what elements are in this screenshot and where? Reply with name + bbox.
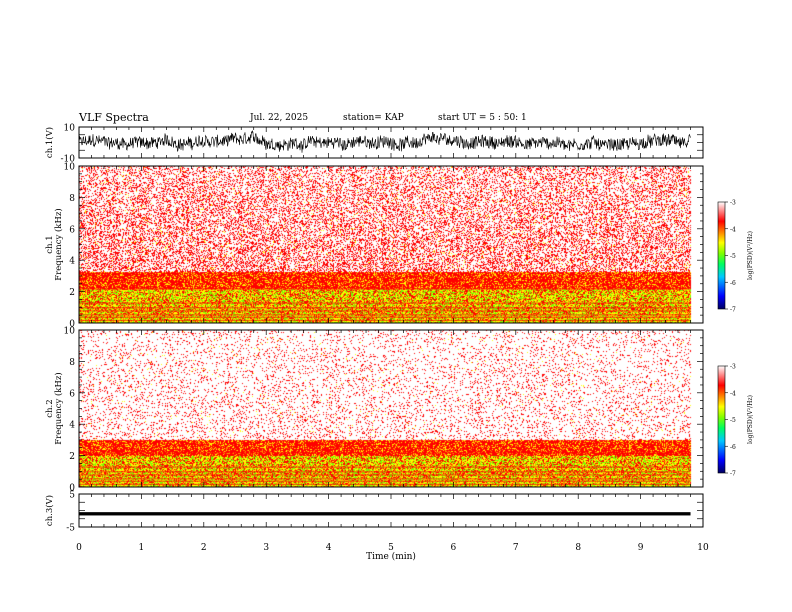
y-tick-label: 10 <box>64 163 76 173</box>
y-tick-label: -10 <box>61 155 76 165</box>
spectrogram-image-2 <box>79 330 703 487</box>
x-tick-label: 2 <box>201 543 207 553</box>
y-tick-label: 8 <box>69 194 75 204</box>
x-tick-label: 5 <box>388 543 394 553</box>
x-tick-label: 10 <box>697 543 709 553</box>
x-tick-label: 6 <box>451 543 457 553</box>
colorbar-tick-label: -6 <box>730 444 736 451</box>
colorbar-tick-label: -3 <box>730 200 736 207</box>
x-tick-label: 3 <box>263 543 269 553</box>
y-axis-label: ch.3(V) <box>44 495 55 526</box>
colorbar-label: log(PSD)(V²/Hz) <box>747 231 754 280</box>
y-tick-label: 0 <box>69 320 75 330</box>
waveform-trace-ch1 <box>78 130 691 153</box>
y-tick-label: 8 <box>69 358 75 368</box>
colorbar-1 <box>717 201 726 310</box>
colorbar-tick-label: -5 <box>730 417 736 424</box>
panel-channel-label: ch.2 <box>45 399 55 417</box>
x-tick-label: 4 <box>326 543 332 553</box>
y-axis-label: ch.1(V) <box>44 127 55 158</box>
y-tick-label: 10 <box>64 124 76 134</box>
spectrogram-image-1 <box>79 166 703 323</box>
x-axis-label: Time (min) <box>366 551 416 562</box>
panel-channel-label: ch.1 <box>45 235 55 253</box>
y-tick-label: 6 <box>69 225 75 235</box>
waveform-trace-ch3 <box>79 512 691 516</box>
x-tick-label: 8 <box>575 543 581 553</box>
x-tick-label: 0 <box>76 543 82 553</box>
x-tick-label: 7 <box>513 543 519 553</box>
y-axis-label: Frequency (kHz) <box>53 372 64 444</box>
colorbar-tick-label: -4 <box>730 226 736 233</box>
y-tick-label: 5 <box>69 491 75 501</box>
y-tick-label: 2 <box>69 288 75 298</box>
colorbar-tick-label: -3 <box>730 364 736 371</box>
date-label: Jul. 22, 2025 <box>250 113 309 123</box>
station-label: station= KAP <box>343 113 404 123</box>
y-tick-label: 2 <box>69 452 75 462</box>
start-time-label: start UT = 5 : 50: 1 <box>438 113 527 123</box>
y-tick-label: 6 <box>69 389 75 399</box>
colorbar-tick-label: -6 <box>730 280 736 287</box>
colorbar-tick-label: -4 <box>730 390 736 397</box>
colorbar-2 <box>717 365 726 474</box>
y-axis-label: Frequency (kHz) <box>53 208 64 280</box>
colorbar-label: log(PSD)(V²/Hz) <box>747 395 754 444</box>
y-tick-label: 10 <box>64 327 76 337</box>
x-tick-label: 1 <box>139 543 145 553</box>
colorbar-tick-label: -5 <box>730 253 736 260</box>
colorbar-tick-label: -7 <box>730 307 736 314</box>
y-tick-label: 0 <box>69 484 75 494</box>
y-tick-label: 4 <box>69 421 75 431</box>
y-tick-label: 4 <box>69 257 75 267</box>
x-tick-label: 9 <box>638 543 644 553</box>
y-tick-label: -5 <box>66 524 75 534</box>
chart-title: VLF Spectra <box>79 111 149 124</box>
colorbar-tick-label: -7 <box>730 471 736 478</box>
